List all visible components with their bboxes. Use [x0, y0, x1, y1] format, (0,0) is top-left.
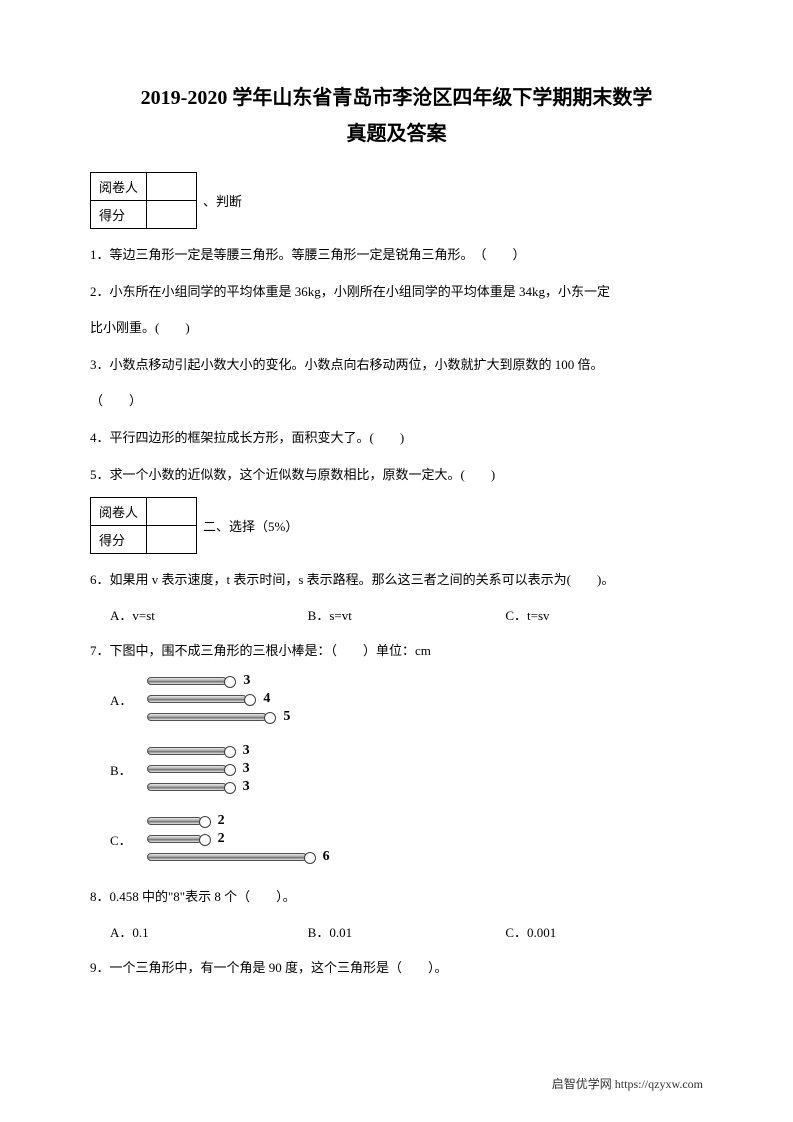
stick-row: 2 [147, 813, 330, 829]
stick-value: 6 [323, 849, 330, 865]
stick-value: 3 [243, 779, 250, 795]
stick-icon [147, 677, 227, 685]
option-6c: C．t=sv [505, 603, 703, 629]
title-line-1: 2019-2020 学年山东省青岛市李沧区四年级下学期期末数学 [90, 80, 703, 116]
option-7c-label: C． [110, 830, 132, 849]
question-2-line1: 2．小东所在小组同学的平均体重是 36kg，小刚所在小组同学的平均体重是 34k… [90, 278, 703, 307]
page-title: 2019-2020 学年山东省青岛市李沧区四年级下学期期末数学 真题及答案 [90, 80, 703, 152]
stick-icon [147, 747, 227, 755]
stick-icon [147, 713, 267, 721]
question-6-options: A．v=st B．s=vt C．t=sv [90, 603, 703, 629]
sticks-7b: 3 3 3 [147, 743, 250, 795]
section-1-header: 阅卷人 得分 、判断 [90, 172, 703, 229]
question-6: 6．如果用 v 表示速度，t 表示时间，s 表示路程。那么这三者之间的关系可以表… [90, 566, 703, 595]
stick-row: 6 [147, 849, 330, 865]
stick-row: 4 [147, 691, 290, 707]
title-line-2: 真题及答案 [90, 116, 703, 152]
stick-row: 5 [147, 709, 290, 725]
option-7a: A． 3 4 5 [90, 673, 703, 725]
question-2-line2: 比小刚重。( ) [90, 314, 703, 343]
sticks-7c: 2 2 6 [147, 813, 330, 865]
footer-text: 启智优学网 https://qzyxw.com [552, 1075, 703, 1092]
score-cell-reviewer: 阅卷人 [91, 173, 147, 201]
option-8b: B．0.01 [308, 920, 506, 946]
stick-icon [147, 783, 227, 791]
score-cell-reviewer: 阅卷人 [91, 498, 147, 526]
score-cell-score: 得分 [91, 201, 147, 229]
option-7b: B． 3 3 3 [90, 743, 703, 795]
score-cell-empty [147, 526, 197, 554]
stick-icon [147, 695, 247, 703]
stick-value: 2 [218, 813, 225, 829]
stick-row: 3 [147, 673, 290, 689]
question-4: 4．平行四边形的框架拉成长方形，面积变大了。( ) [90, 424, 703, 453]
stick-row: 3 [147, 743, 250, 759]
question-8-options: A．0.1 B．0.01 C．0.001 [90, 920, 703, 946]
score-cell-empty [147, 498, 197, 526]
sticks-7a: 3 4 5 [147, 673, 290, 725]
option-7b-label: B． [110, 760, 132, 779]
section-2-header: 阅卷人 得分 二、选择（5%） [90, 497, 703, 554]
option-6a: A．v=st [110, 603, 308, 629]
stick-value: 5 [283, 709, 290, 725]
stick-value: 3 [243, 743, 250, 759]
question-9: 9．一个三角形中，有一个角是 90 度，这个三角形是（ ）。 [90, 954, 703, 983]
stick-value: 2 [218, 831, 225, 847]
question-8: 8．0.458 中的"8"表示 8 个（ ）。 [90, 883, 703, 912]
stick-value: 3 [243, 673, 250, 689]
stick-icon [147, 817, 202, 825]
stick-row: 3 [147, 761, 250, 777]
question-3-line2: （ ） [90, 387, 703, 416]
score-table-1: 阅卷人 得分 [90, 172, 197, 229]
stick-icon [147, 853, 307, 861]
score-cell-score: 得分 [91, 526, 147, 554]
score-cell-empty [147, 173, 197, 201]
option-6b: B．s=vt [308, 603, 506, 629]
stick-value: 3 [243, 761, 250, 777]
option-7a-label: A． [110, 690, 132, 709]
option-7c: C． 2 2 6 [90, 813, 703, 865]
question-5: 5．求一个小数的近似数，这个近似数与原数相比，原数一定大。( ) [90, 461, 703, 490]
score-cell-empty [147, 201, 197, 229]
question-7: 7．下图中，围不成三角形的三根小棒是：（ ）单位：cm [90, 637, 703, 666]
stick-icon [147, 765, 227, 773]
question-1: 1．等边三角形一定是等腰三角形。等腰三角形一定是锐角三角形。 （ ） [90, 241, 703, 270]
stick-row: 3 [147, 779, 250, 795]
option-8c: C．0.001 [505, 920, 703, 946]
stick-row: 2 [147, 831, 330, 847]
section-2-label: 二、选择（5%） [203, 516, 298, 535]
stick-value: 4 [263, 691, 270, 707]
question-3-line1: 3．小数点移动引起小数大小的变化。小数点向右移动两位，小数就扩大到原数的 100… [90, 351, 703, 380]
section-1-label: 、判断 [203, 191, 242, 210]
score-table-2: 阅卷人 得分 [90, 497, 197, 554]
stick-icon [147, 835, 202, 843]
option-8a: A．0.1 [110, 920, 308, 946]
